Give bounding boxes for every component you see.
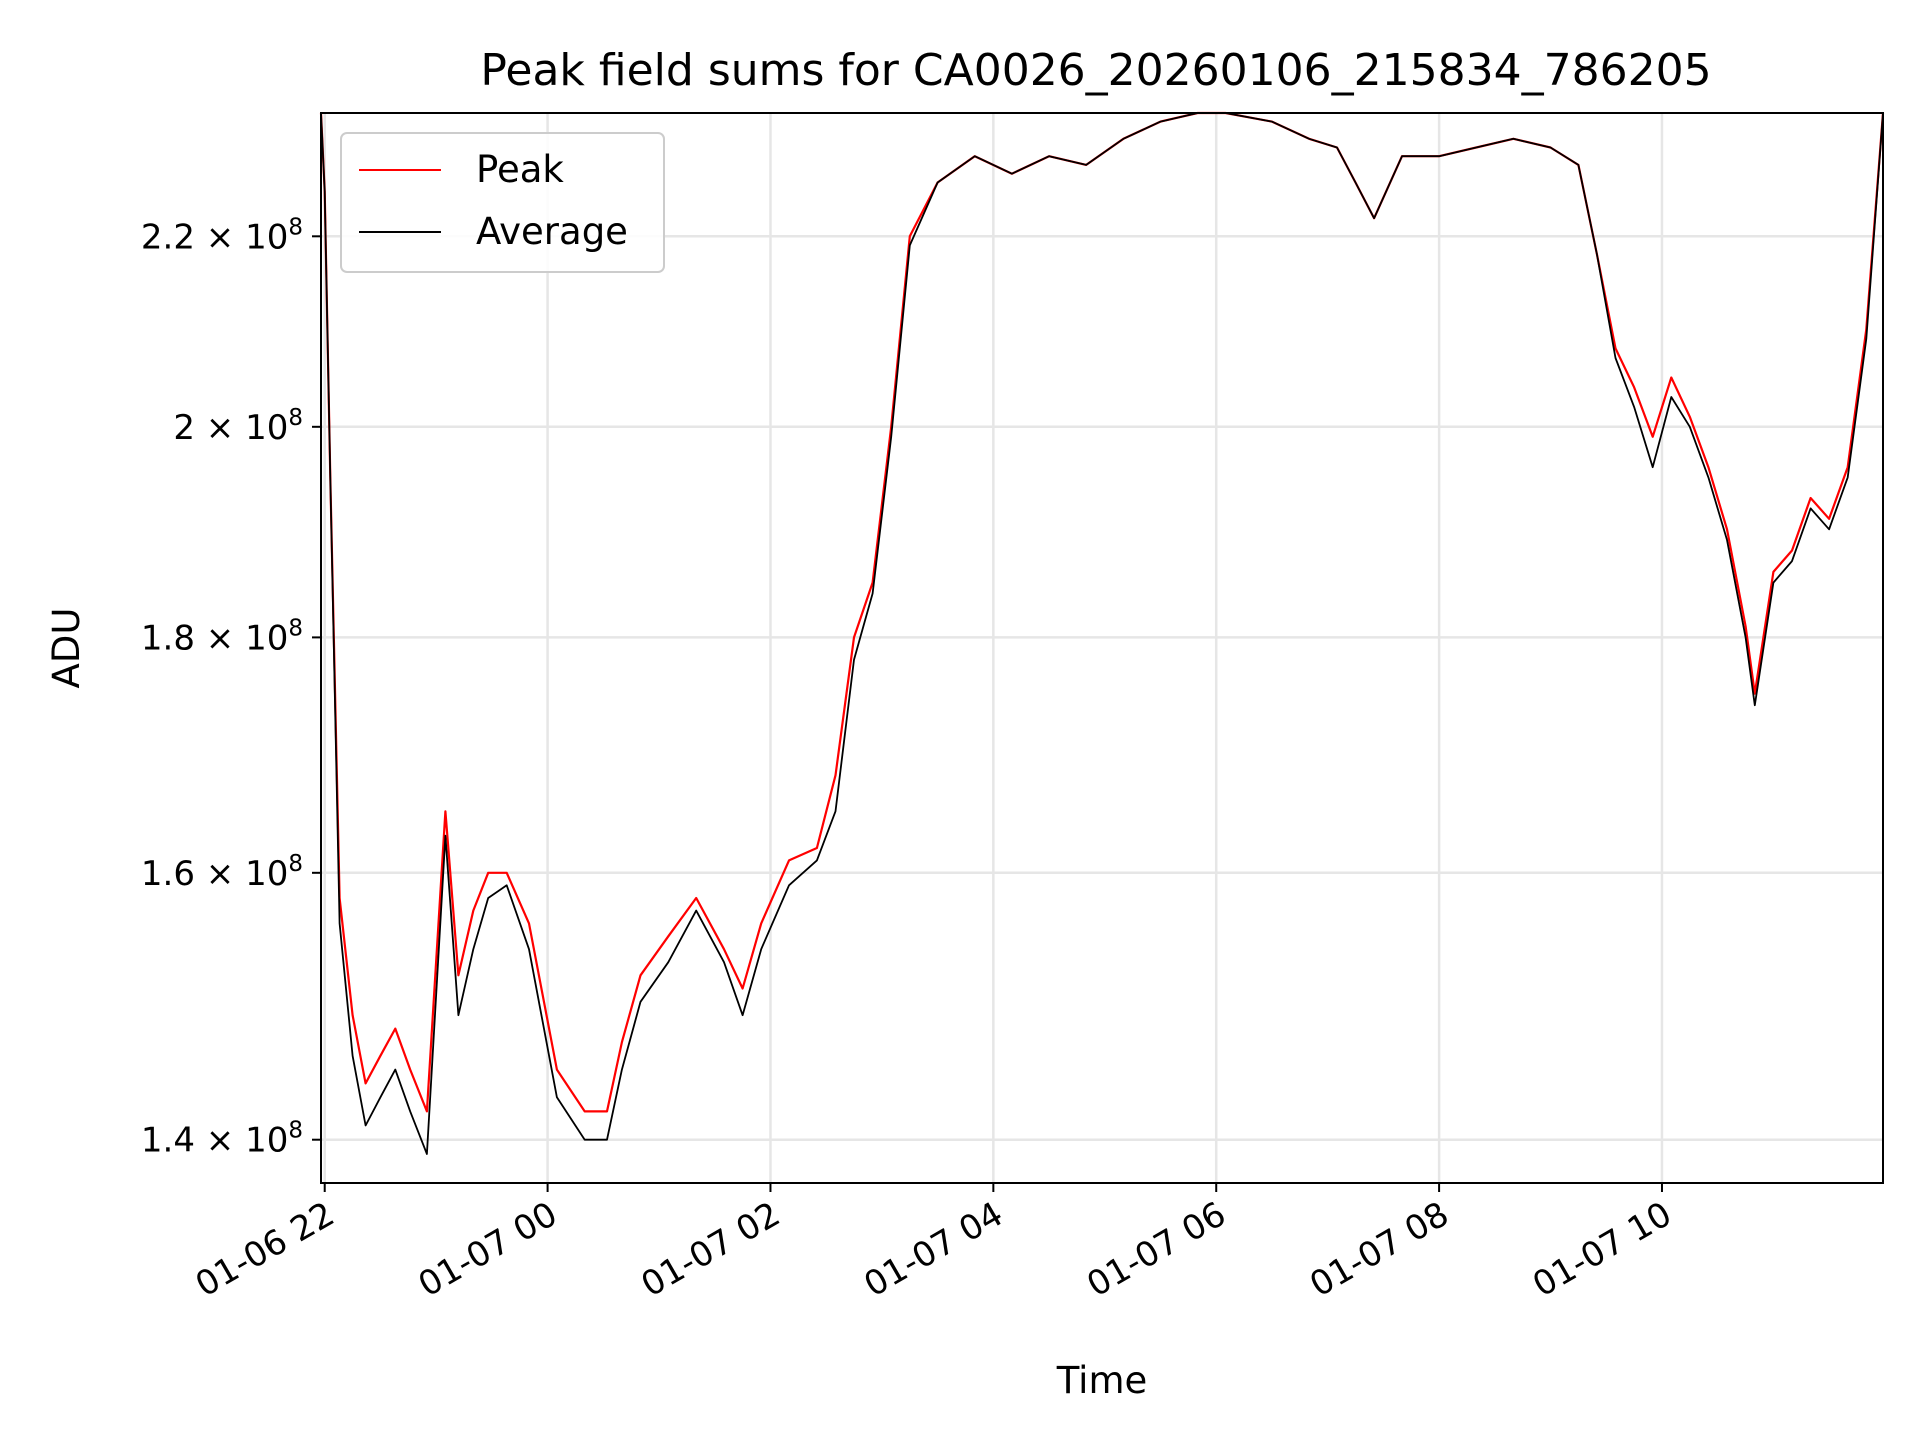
legend-box xyxy=(340,132,665,273)
y-tick-label: 1.4 × 108 xyxy=(141,1118,303,1161)
chart-title: Peak field sums for CA0026_20260106_2158… xyxy=(480,45,1711,96)
x-axis-label: Time xyxy=(1056,1359,1148,1402)
y-axis-label: ADU xyxy=(45,608,88,689)
plot-area xyxy=(319,111,1885,1155)
y-tick-label: 1.6 × 108 xyxy=(141,851,303,894)
series-line-average xyxy=(320,112,1884,1155)
grid xyxy=(321,113,1883,1183)
axes-frame xyxy=(320,112,1884,1184)
y-tick-label: 1.8 × 108 xyxy=(141,615,303,658)
y-tick-label: 2 × 108 xyxy=(173,405,303,448)
legend-label-average: Average xyxy=(476,210,628,253)
legend-label-peak: Peak xyxy=(476,148,564,191)
y-tick-label: 2.2 × 108 xyxy=(141,214,303,257)
legend: Peak Average xyxy=(340,132,665,273)
y-axis: 1.4 × 108 1.6 × 108 1.8 × 108 2 × 108 2.2 × … xyxy=(141,214,321,1161)
